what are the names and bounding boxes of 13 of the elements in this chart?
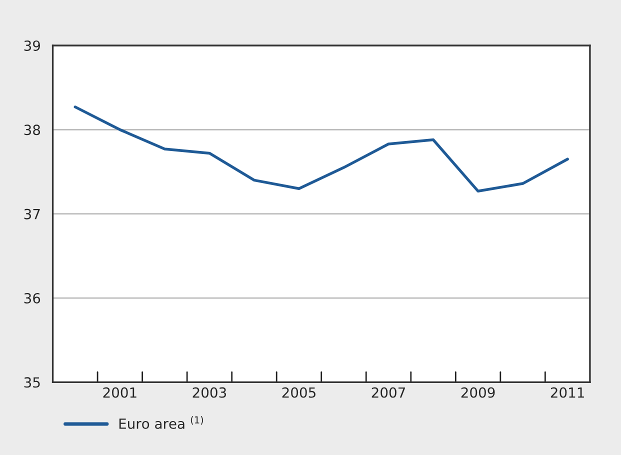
x-tick-label: 2001 — [103, 387, 136, 398]
y-tick-label: 38 — [24, 124, 40, 136]
line-series — [74, 106, 569, 193]
y-tick-label: 35 — [24, 377, 40, 388]
legend-label: Euro area $^{(1)}$ — [119, 416, 204, 429]
y-tick-label: 36 — [24, 292, 40, 304]
x-tick-label: 2005 — [282, 387, 316, 398]
y-tick-label: 37 — [24, 208, 40, 220]
x-tick-label: 2003 — [192, 387, 226, 398]
x-tick-label: 2009 — [461, 387, 495, 398]
x-tick-label: 2011 — [550, 387, 584, 398]
x-tick-label: 2007 — [372, 387, 405, 398]
y-tick-label: 39 — [24, 40, 40, 51]
